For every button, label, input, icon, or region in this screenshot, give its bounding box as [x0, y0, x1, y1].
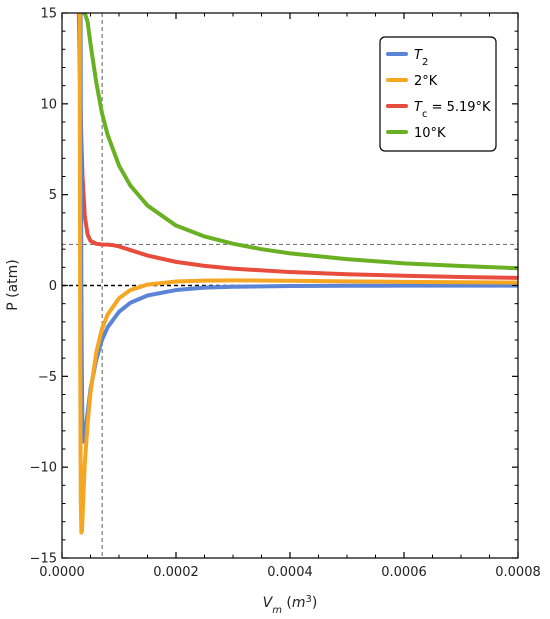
series-layer	[76, 13, 518, 535]
x-tick-label: 0.0004	[267, 565, 313, 580]
y-tick-label: −10	[30, 461, 57, 476]
axis-tick-labels: 0.0000 0.0002 0.0004 0.0006 0.0008 15 10 5 0 −5 −1…	[30, 7, 541, 581]
y-tick-label: 10	[40, 97, 57, 112]
x-tick-label: 0.0002	[153, 565, 199, 580]
x-tick-label: 0.0000	[39, 565, 85, 580]
legend: T2 2°K Tc = 5.19°K 10°K	[379, 36, 497, 152]
x-tick-label: 0.0008	[495, 565, 541, 580]
y-tick-label: 15	[40, 7, 57, 22]
y-tick-label: −5	[38, 370, 57, 385]
legend-label-1: T2	[414, 48, 428, 68]
legend-label-2: 2°K	[414, 74, 438, 89]
legend-label-4: 10°K	[414, 126, 446, 141]
legend-label-3: Tc = 5.19°K	[414, 100, 491, 120]
series-line-4	[79, 13, 518, 271]
x-tick-label: 0.0006	[381, 565, 427, 580]
y-tick-label: −15	[30, 552, 57, 567]
series-line-2	[77, 13, 518, 535]
legend-box	[379, 36, 497, 152]
x-axis-title: Vm (m3)	[263, 594, 318, 616]
y-tick-label: 5	[49, 188, 57, 203]
y-tick-label: 0	[49, 279, 57, 294]
axis-ticks	[61, 12, 519, 559]
y-axis-title: P (atm)	[5, 259, 21, 311]
